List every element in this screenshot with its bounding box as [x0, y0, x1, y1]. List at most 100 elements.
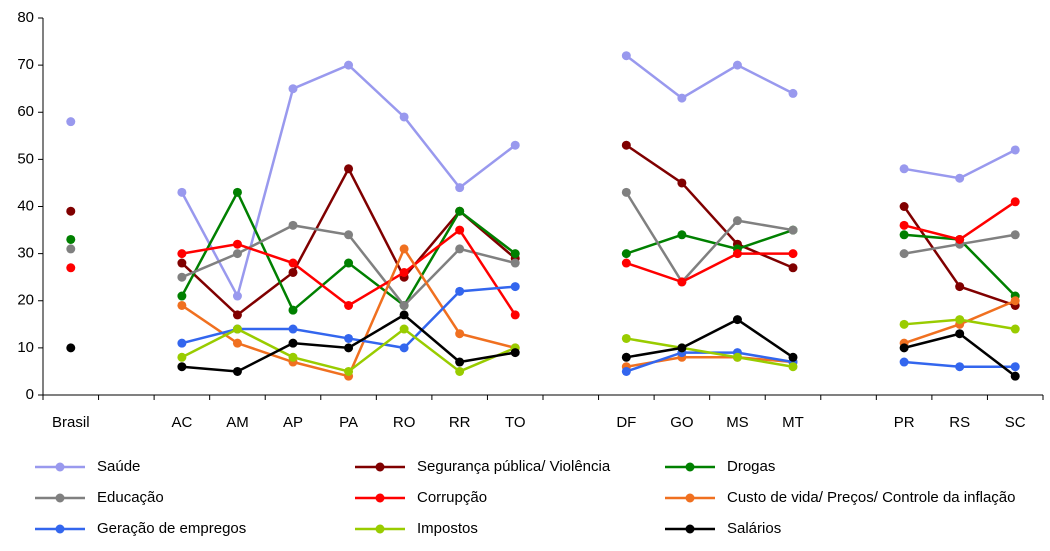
data-point — [1010, 296, 1020, 306]
series-line — [180, 189, 1017, 313]
data-point — [288, 324, 298, 334]
data-point — [177, 249, 187, 259]
data-point — [621, 258, 631, 268]
data-point — [621, 140, 631, 150]
legend-marker — [685, 462, 695, 472]
y-tick-label: 80 — [17, 9, 34, 26]
data-point — [899, 220, 909, 230]
data-point — [455, 357, 465, 367]
data-point — [1010, 145, 1020, 155]
data-point — [455, 225, 465, 235]
data-point — [788, 225, 798, 235]
legend-label: Drogas — [727, 458, 775, 475]
data-point — [677, 230, 687, 240]
data-point — [288, 84, 298, 94]
data-point — [344, 343, 354, 353]
data-point — [1010, 197, 1020, 207]
data-point — [232, 310, 242, 320]
y-tick-label: 50 — [17, 150, 34, 167]
x-tick-label: SC — [1005, 414, 1026, 431]
data-point — [288, 352, 298, 362]
data-point — [677, 93, 687, 103]
data-point — [66, 343, 76, 353]
legend-marker — [685, 493, 695, 503]
data-point — [510, 348, 520, 358]
data-point — [621, 333, 631, 343]
y-tick-label: 30 — [17, 245, 34, 262]
data-point — [344, 60, 354, 70]
legend-marker — [55, 493, 65, 503]
data-point — [621, 187, 631, 197]
data-point — [399, 324, 409, 334]
data-point — [732, 249, 742, 259]
data-point — [899, 230, 909, 240]
data-point — [177, 258, 187, 268]
data-point — [955, 173, 965, 183]
series-line — [181, 246, 1016, 378]
data-point — [455, 286, 465, 296]
y-tick-label: 20 — [17, 292, 34, 309]
legend-label: Saúde — [97, 458, 140, 475]
data-point — [899, 357, 909, 367]
data-point — [288, 258, 298, 268]
data-point — [66, 206, 76, 216]
data-point — [510, 282, 520, 292]
legend-marker — [685, 524, 695, 534]
data-point — [232, 291, 242, 301]
data-point — [232, 249, 242, 259]
x-tick-label: AM — [226, 414, 249, 431]
data-point — [399, 267, 409, 277]
data-point — [732, 315, 742, 325]
data-point — [288, 220, 298, 230]
x-tick-label: RO — [393, 414, 416, 431]
legend-label: Salários — [727, 520, 781, 537]
data-point — [899, 249, 909, 259]
x-tick-label: AC — [171, 414, 192, 431]
data-point — [732, 216, 742, 226]
data-point — [788, 352, 798, 362]
data-point — [621, 352, 631, 362]
data-point — [788, 88, 798, 98]
data-point — [510, 310, 520, 320]
data-point — [232, 187, 242, 197]
x-tick-label: PA — [339, 414, 358, 431]
data-point — [732, 352, 742, 362]
data-point — [66, 244, 76, 254]
data-point — [788, 263, 798, 273]
x-tick-label: AP — [283, 414, 303, 431]
legend-label: Corrupção — [417, 489, 487, 506]
data-point — [677, 277, 687, 287]
data-point — [288, 305, 298, 315]
x-tick-label: MT — [782, 414, 804, 431]
data-point — [177, 291, 187, 301]
legend-label: Segurança pública/ Violência — [417, 458, 611, 475]
data-point — [344, 300, 354, 310]
data-point — [899, 319, 909, 329]
data-point — [66, 117, 76, 127]
series-line — [180, 54, 1016, 300]
data-point — [344, 164, 354, 174]
data-point — [955, 315, 965, 325]
x-tick-label: TO — [505, 414, 526, 431]
legend-marker — [375, 524, 385, 534]
data-point — [399, 244, 409, 254]
legend-marker — [55, 524, 65, 534]
y-tick-label: 40 — [17, 197, 34, 214]
legend-marker — [55, 462, 65, 472]
data-point — [899, 343, 909, 353]
y-tick-label: 10 — [17, 339, 34, 356]
data-point — [455, 329, 465, 339]
data-point — [455, 366, 465, 376]
data-point — [177, 338, 187, 348]
data-point — [955, 282, 965, 292]
data-point — [399, 310, 409, 320]
x-tick-label: GO — [670, 414, 693, 431]
data-point — [1010, 230, 1020, 240]
data-point — [788, 249, 798, 259]
data-point — [177, 352, 187, 362]
data-point — [1010, 371, 1020, 381]
data-point — [1010, 324, 1020, 334]
data-point — [288, 267, 298, 277]
x-tick-label: DF — [616, 414, 636, 431]
